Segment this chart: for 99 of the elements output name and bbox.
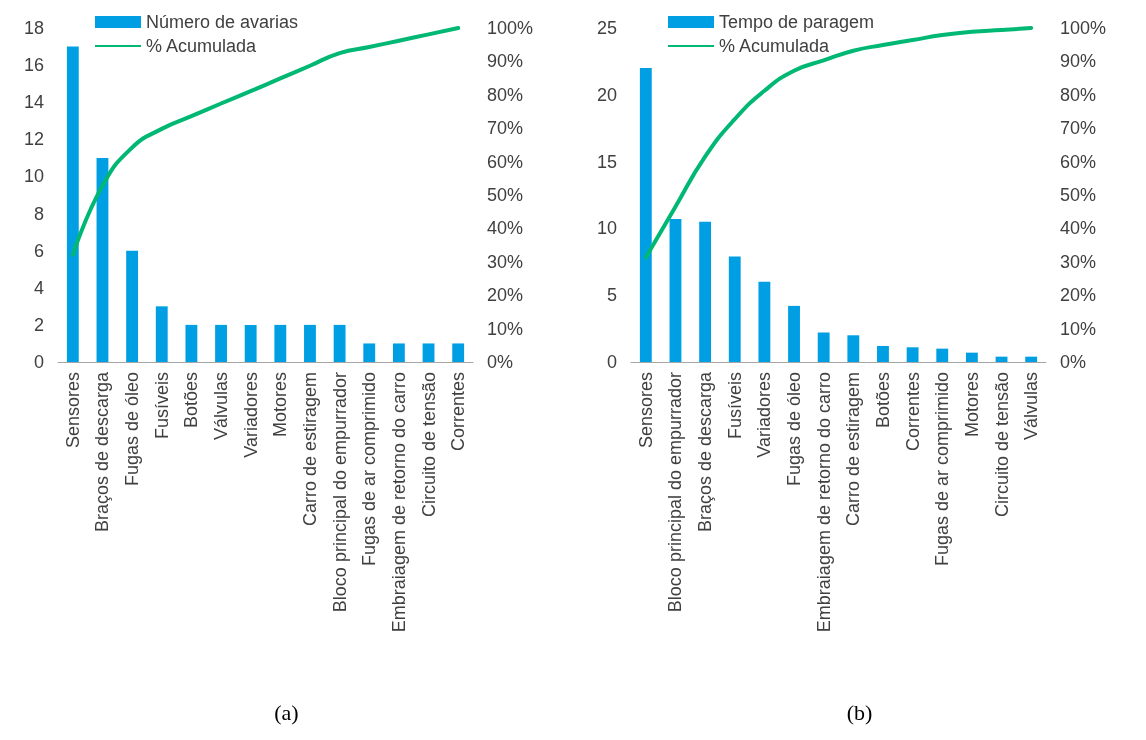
x-tick-label: Embraiagem de retorno do carro bbox=[388, 372, 409, 633]
y2-tick-label: 10% bbox=[1060, 318, 1097, 339]
legend-label: Tempo de paragem bbox=[719, 12, 875, 32]
x-tick-label: Motores bbox=[270, 372, 291, 438]
y-tick-label: 4 bbox=[33, 277, 44, 298]
bar bbox=[906, 347, 919, 362]
x-tick-label: Válvulas bbox=[211, 372, 232, 441]
y-tick-label: 20 bbox=[596, 84, 617, 105]
y-tick-label: 6 bbox=[33, 240, 44, 261]
x-tick-label: Fusíveis bbox=[724, 372, 745, 440]
bar bbox=[452, 343, 465, 362]
legend-label: % Acumulada bbox=[146, 36, 258, 56]
x-tick-label: Válvulas bbox=[1021, 372, 1042, 441]
bar bbox=[422, 343, 435, 362]
bar bbox=[215, 324, 227, 362]
x-tick-label: Botões bbox=[181, 372, 202, 429]
bar bbox=[758, 281, 771, 362]
y2-tick-label: 40% bbox=[487, 218, 524, 239]
y2-tick-label: 90% bbox=[487, 51, 524, 72]
bar bbox=[66, 46, 79, 362]
y2-tick-label: 20% bbox=[487, 285, 524, 306]
y2-tick-label: 90% bbox=[1060, 51, 1097, 72]
x-tick-label: Carro de estiragem bbox=[299, 372, 320, 527]
bar bbox=[274, 324, 287, 362]
bar bbox=[1025, 356, 1038, 362]
y-tick-label: 10 bbox=[23, 166, 44, 187]
x-tick-label: Sensores bbox=[62, 372, 83, 449]
bar bbox=[965, 352, 978, 362]
x-tick-label: Braços de descarga bbox=[92, 371, 113, 533]
bar bbox=[333, 324, 346, 362]
y2-tick-label: 60% bbox=[1060, 151, 1097, 172]
x-tick-label: Correntes bbox=[902, 372, 923, 452]
x-tick-label: Sensores bbox=[635, 372, 656, 449]
y2-tick-label: 50% bbox=[1060, 185, 1097, 205]
bar bbox=[877, 345, 889, 362]
bar bbox=[126, 250, 139, 362]
bar bbox=[363, 343, 376, 362]
x-tick-label: Correntes bbox=[448, 372, 469, 452]
bar bbox=[699, 221, 712, 362]
y2-tick-label: 70% bbox=[487, 118, 524, 139]
text: (b) bbox=[845, 700, 874, 726]
y-tick-label: 0 bbox=[606, 352, 617, 372]
y-tick-label: 15 bbox=[596, 151, 617, 172]
legend-label: Número de avarias bbox=[146, 12, 299, 32]
x-tick-label: Fugas de ar comprimido bbox=[359, 372, 380, 567]
bar bbox=[847, 335, 860, 362]
x-tick-label: Braços de descarga bbox=[695, 371, 716, 533]
x-tick-label: Circuito de tensão bbox=[991, 372, 1012, 518]
y2-tick-label: 30% bbox=[487, 251, 524, 272]
x-tick-label: Embraiagem de retorno do carro bbox=[813, 372, 834, 633]
y-tick-label: 16 bbox=[23, 55, 44, 76]
x-tick-label: Motores bbox=[961, 372, 982, 438]
y-tick-label: 10 bbox=[596, 218, 617, 239]
bar bbox=[817, 332, 830, 362]
x-tick-label: Fugas de óleo bbox=[122, 372, 143, 487]
bar bbox=[244, 324, 257, 362]
bar bbox=[728, 256, 741, 362]
x-tick-label: Fusíveis bbox=[151, 372, 172, 440]
y2-tick-label: 70% bbox=[1060, 118, 1097, 139]
x-tick-label: Carro de estiragem bbox=[843, 372, 864, 527]
y2-tick-label: 100% bbox=[487, 18, 534, 38]
y-tick-label: 25 bbox=[596, 18, 617, 38]
bar bbox=[155, 306, 168, 362]
y-tick-label: 12 bbox=[23, 129, 44, 150]
x-tick-label: Botões bbox=[872, 372, 893, 429]
bar bbox=[936, 348, 949, 362]
y-tick-label: 14 bbox=[23, 92, 44, 113]
y2-tick-label: 10% bbox=[487, 318, 524, 339]
x-tick-label: Variadores bbox=[754, 372, 775, 458]
x-tick-label: Circuito de tensão bbox=[418, 372, 439, 518]
y2-tick-label: 30% bbox=[1060, 251, 1097, 272]
x-tick-label: Fugas de óleo bbox=[784, 372, 805, 487]
x-tick-label: Variadores bbox=[240, 372, 261, 458]
y2-tick-label: 40% bbox=[1060, 218, 1097, 239]
text: (a) bbox=[273, 700, 300, 726]
bar bbox=[185, 324, 198, 362]
y-tick-label: 0 bbox=[33, 352, 44, 372]
bar bbox=[788, 305, 800, 362]
bar bbox=[304, 324, 316, 362]
y-tick-label: 8 bbox=[33, 203, 44, 224]
bar bbox=[669, 219, 682, 362]
bar bbox=[639, 68, 652, 362]
x-tick-label: Bloco principal do empurrador bbox=[665, 372, 686, 613]
x-tick-label: Fugas de ar comprimido bbox=[932, 372, 953, 567]
y-tick-label: 18 bbox=[23, 18, 44, 38]
bar bbox=[392, 343, 405, 362]
legend-label: % Acumulada bbox=[719, 36, 831, 56]
y2-tick-label: 0% bbox=[487, 352, 514, 372]
y2-tick-label: 80% bbox=[487, 84, 524, 105]
y-tick-label: 5 bbox=[606, 285, 617, 306]
y2-tick-label: 50% bbox=[487, 185, 524, 205]
y2-tick-label: 80% bbox=[1060, 84, 1097, 105]
y-tick-label: 2 bbox=[33, 314, 44, 335]
x-tick-label: Bloco principal do empurrador bbox=[329, 372, 350, 613]
y2-tick-label: 0% bbox=[1060, 352, 1087, 372]
y2-tick-label: 60% bbox=[487, 151, 524, 172]
y2-tick-label: 100% bbox=[1060, 18, 1107, 38]
line-series bbox=[70, 26, 461, 257]
y2-tick-label: 20% bbox=[1060, 285, 1097, 306]
